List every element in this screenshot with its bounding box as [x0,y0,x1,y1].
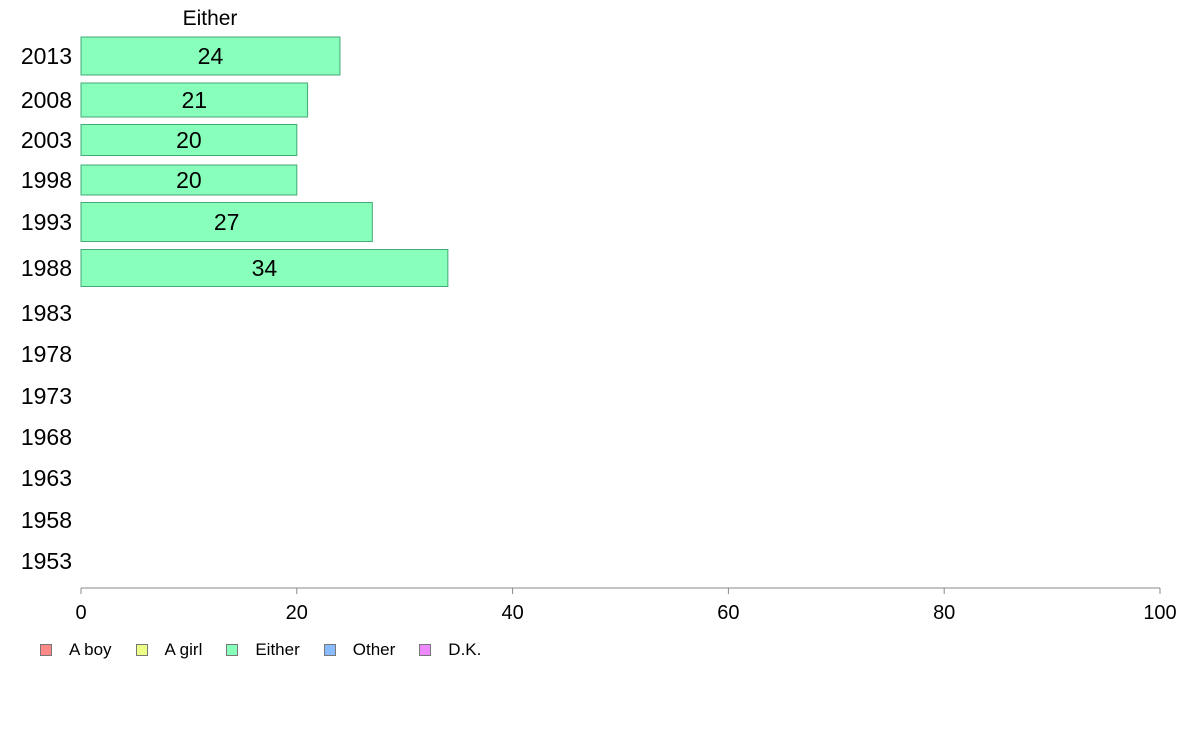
bar [80,249,449,287]
category-label: 1958 [21,507,72,533]
bar-data-labels: 24 21 20 20 27 34 [176,43,277,281]
category-label: 1963 [21,465,72,491]
x-tick-label: 20 [286,602,308,624]
legend-item: A boy [40,640,112,660]
x-tick-label: 100 [1143,602,1176,624]
legend-label: A boy [69,640,112,659]
legend-swatch [135,644,148,656]
legend-item: Either [226,640,300,660]
legend-label: A girl [164,640,203,659]
category-label: 1978 [21,341,72,367]
legend-item: Other [323,640,396,660]
legend-item: D.K. [419,640,481,660]
category-label: 1968 [21,424,72,450]
category-label: 1973 [21,383,72,409]
legend-label: Either [255,640,300,659]
legend: A boy A girl Either Other D.K. [40,640,505,660]
bar [80,124,298,156]
category-label: 1983 [21,300,72,326]
bar-data-label: 20 [176,167,202,193]
category-label: 1998 [21,167,72,193]
chart-title: Either [183,7,238,30]
x-tick-label: 0 [75,602,86,624]
legend-item: A girl [135,640,203,660]
category-label: 1953 [21,548,72,574]
legend-label: D.K. [448,640,482,659]
legend-label: Other [352,640,396,659]
x-tick-label: 40 [501,602,523,624]
legend-swatch [419,644,432,656]
category-label: 1988 [21,255,72,281]
bar [80,202,373,242]
bar-data-label: 34 [252,255,278,281]
category-label: 2013 [21,43,72,69]
bar-data-label: 27 [214,209,240,235]
bar-data-label: 21 [181,87,207,113]
bar-data-label: 20 [176,127,202,153]
bar [80,82,309,118]
category-label: 2008 [21,87,72,113]
x-axis: 0 20 40 60 80 100 [75,587,1177,624]
bar [80,36,341,76]
bars [80,36,449,287]
legend-swatch [40,644,52,656]
x-tick-label: 60 [717,602,739,624]
bar [80,164,298,196]
bar-chart: Either 2013 2008 2003 1998 1993 1988 1983 1978 1… [21,7,1177,624]
legend-swatch [323,644,336,656]
category-labels: 2013 2008 2003 1998 1993 1988 1983 1978 1973 1968… [21,43,72,574]
category-label: 2003 [21,127,72,153]
category-label: 1993 [21,209,72,235]
x-tick-label: 80 [933,602,955,624]
legend-swatch [226,644,239,656]
bar-data-label: 24 [198,43,224,69]
